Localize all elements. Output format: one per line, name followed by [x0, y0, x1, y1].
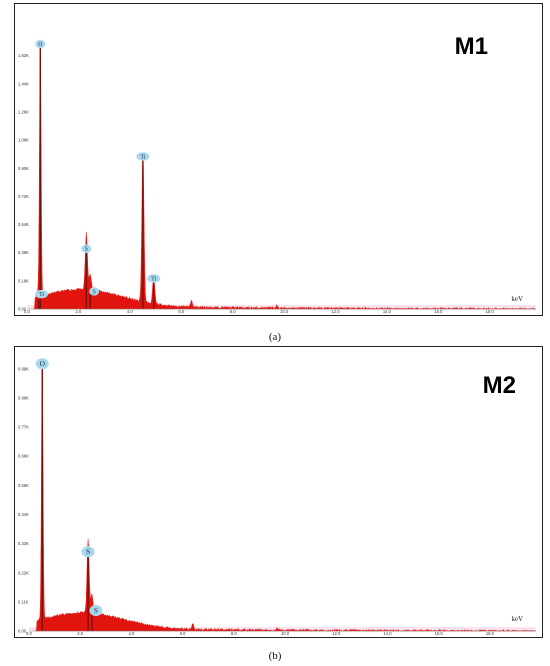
element-symbol: Ti [140, 154, 145, 160]
element-label-ti: Ti [136, 152, 150, 161]
y-tick-label: 0.54K [18, 222, 29, 227]
element-label-ti: Ti [147, 274, 161, 283]
element-symbol: O [40, 359, 46, 368]
y-tick-label: 1.62K [18, 53, 29, 58]
y-tick-label: 0.77K [18, 425, 29, 430]
y-tick-label: 0.00 [18, 307, 27, 312]
x-tick-label: 6.0 [178, 309, 184, 314]
element-symbol: S [94, 606, 98, 615]
element-label-ti: Ti [35, 289, 48, 299]
x-tick-label: 8.0 [230, 309, 236, 314]
label-bubble [89, 605, 103, 617]
label-bubble [147, 274, 161, 283]
y-tick-label: 0.22K [18, 570, 29, 575]
y-tick-label: 1.08K [18, 138, 29, 143]
y-tick-label: 0.72K [18, 194, 29, 199]
x-tick-label: 4.0 [127, 309, 133, 314]
element-label-s: S [81, 244, 92, 253]
x-tick-label: 0.0 [24, 309, 30, 314]
element-label-s: S [89, 287, 100, 296]
element-symbol: S [93, 289, 96, 295]
spectrum-area [33, 45, 536, 310]
y-tick-label: 0.66K [18, 454, 29, 459]
x-tick-label: 12.0 [332, 631, 341, 636]
element-label-s: S [81, 546, 95, 558]
x-tick-label: 14.0 [383, 631, 392, 636]
label-bubble [81, 244, 92, 253]
caption-a: (a) [268, 331, 282, 343]
caption-b: (b) [268, 650, 282, 662]
x-tick-label: 18.0 [486, 309, 495, 314]
baseline-haze [28, 627, 537, 632]
y-tick-label: 1.44K [18, 81, 29, 86]
spectrum-panel-m1: 0.00 0.18K 0.36K 0.54K 0.72K 0.90K 1.08K 1.26K 1… [14, 3, 543, 316]
spectrum-chart-m2: 0.00 0.11K 0.22K 0.33K 0.44K 0.55K 0.66K 0.77K 0… [18, 358, 537, 636]
x-tick-label: 16.0 [435, 631, 444, 636]
label-bubble [35, 289, 48, 299]
spectrum-area [34, 369, 536, 632]
sample-label-m2: M2 [482, 372, 516, 399]
y-tick-label: 0.99K [18, 366, 29, 371]
element-label-o: O [35, 358, 49, 370]
sample-label-m1: M1 [454, 33, 488, 60]
baseline-haze [26, 305, 537, 310]
y-tick-label: 0.18K [18, 278, 29, 283]
label-bubble [35, 39, 46, 49]
y-tick-label: 0.88K [18, 395, 29, 400]
y-tick-label: 0.44K [18, 512, 29, 517]
x-tick-label: 12.0 [331, 309, 340, 314]
x-axis-label: keV [511, 615, 523, 623]
element-symbol: S [85, 247, 88, 253]
element-symbol: S [86, 547, 90, 556]
element-symbol: O [38, 42, 42, 48]
x-tick-label: 0.0 [26, 631, 32, 636]
x-tick-label: 4.0 [128, 631, 134, 636]
spectrum-panel-m2: 0.00 0.11K 0.22K 0.33K 0.44K 0.55K 0.66K 0.77K 0… [14, 346, 543, 638]
spectrum-chart-m1: 0.00 0.18K 0.36K 0.54K 0.72K 0.90K 1.08K 1.26K 1… [18, 39, 537, 314]
y-tick-label: 0.55K [18, 483, 29, 488]
y-tick-label: 0.36K [18, 250, 29, 255]
element-symbol: Ti [39, 292, 44, 298]
x-axis-label: keV [511, 295, 523, 303]
y-tick-label: 0.90K [18, 166, 29, 171]
y-tick-label: 0.00 [18, 629, 27, 634]
element-label-s: S [89, 605, 103, 617]
label-bubble [136, 152, 150, 161]
label-bubble [35, 358, 49, 370]
x-tick-label: 8.0 [231, 631, 237, 636]
x-tick-label: 10.0 [281, 631, 290, 636]
label-bubble [89, 287, 100, 296]
x-tick-label: 6.0 [180, 631, 186, 636]
x-tick-label: 2.0 [75, 309, 81, 314]
y-tick-label: 1.26K [18, 110, 29, 115]
x-tick-label: 18.0 [486, 631, 495, 636]
label-bubble [81, 546, 95, 558]
element-label-o: O [35, 39, 46, 49]
x-tick-label: 16.0 [434, 309, 443, 314]
y-tick-label: 0.33K [18, 541, 29, 546]
x-tick-label: 10.0 [280, 309, 289, 314]
x-tick-label: 2.0 [77, 631, 83, 636]
x-tick-label: 14.0 [383, 309, 392, 314]
y-tick-label: 0.11K [18, 599, 29, 604]
element-symbol: Ti [151, 276, 156, 282]
